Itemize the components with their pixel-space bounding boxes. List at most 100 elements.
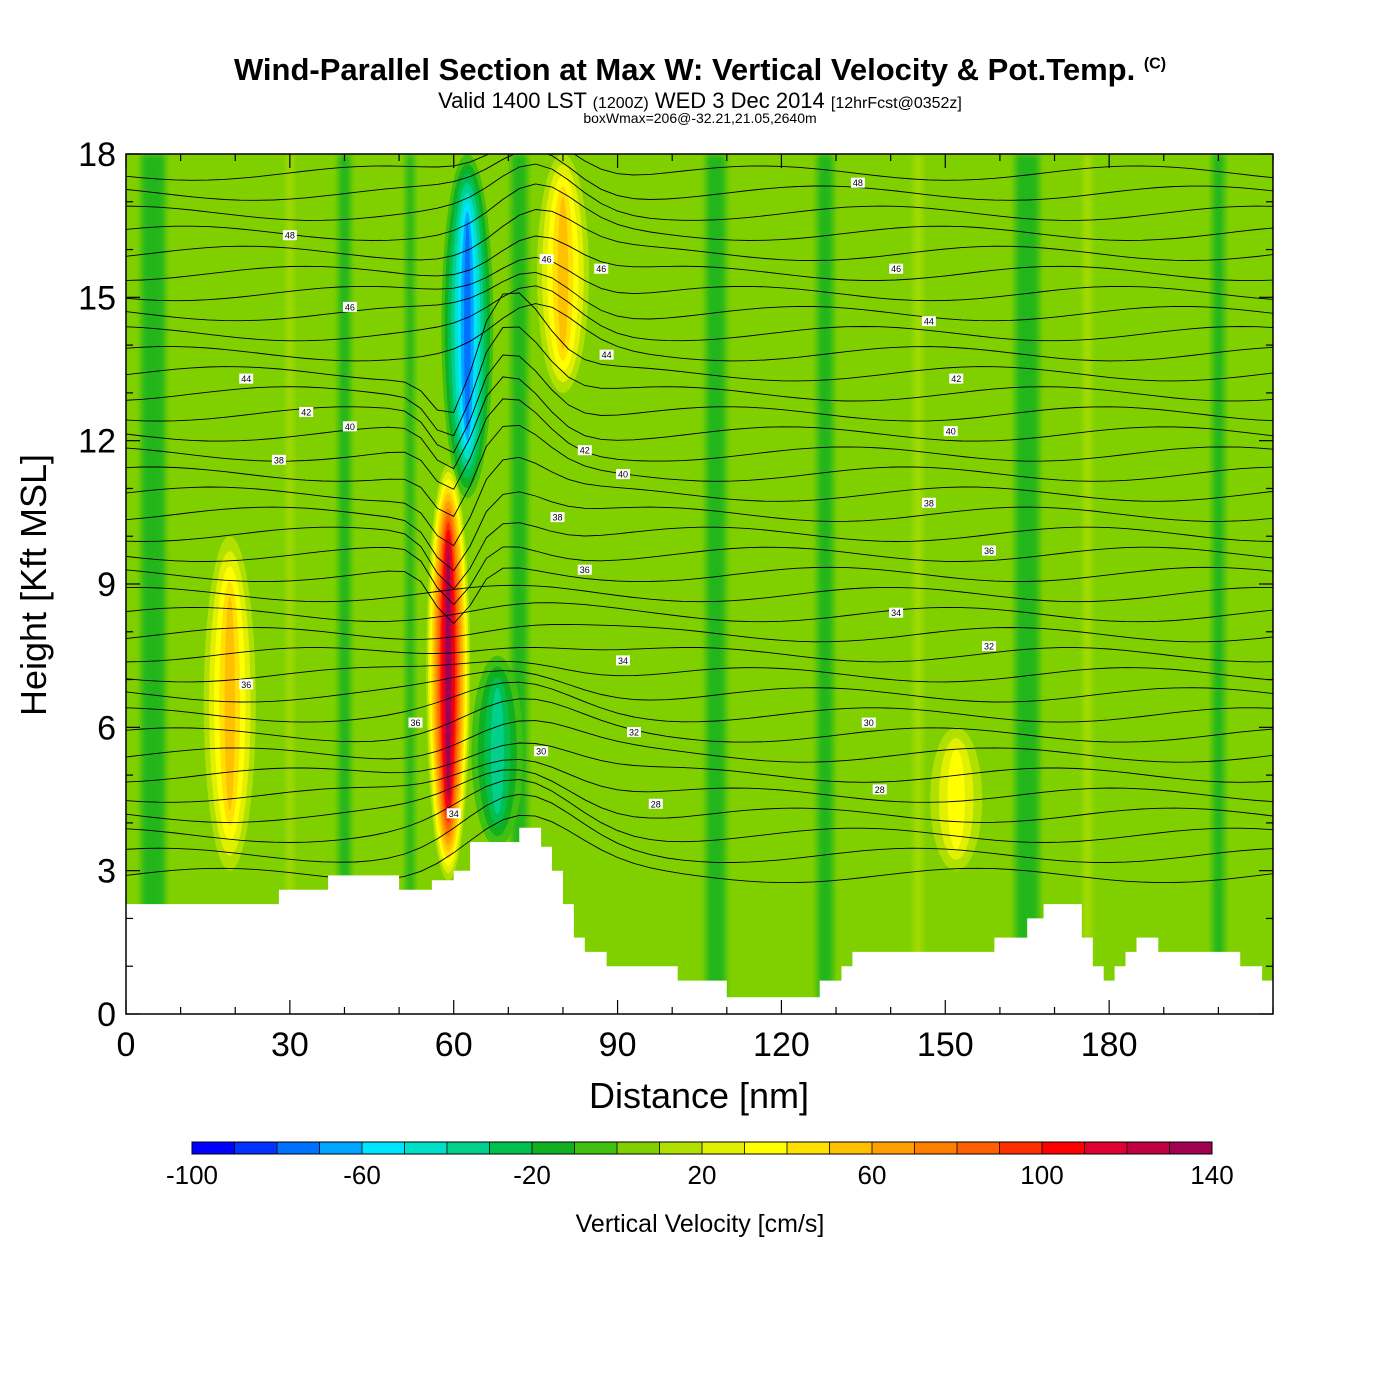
colorbar-swatch: [999, 1142, 1043, 1154]
colorbar-swatch: [1042, 1142, 1085, 1154]
theta-label-box: [534, 746, 549, 757]
colorbar-swatch: [787, 1142, 830, 1154]
theta-contour-line: [126, 456, 1273, 547]
theta-contour-line: [126, 491, 1273, 572]
feature-right-weak-updraft-level: [947, 748, 965, 850]
valid-date: WED 3 Dec 2014: [654, 88, 825, 113]
chart-subtitle: Valid 1400 LST (1200Z) WED 3 Dec 2014 [1…: [0, 88, 1400, 114]
theta-label-text: 40: [618, 470, 628, 480]
theta-label-box: [239, 373, 254, 384]
field-stripe: [1015, 154, 1040, 1014]
feature-lee-downdraft-level: [490, 687, 504, 815]
theta-label-text: 32: [629, 728, 639, 738]
theta-label-box: [239, 679, 254, 690]
theta-label: 34: [889, 607, 904, 618]
theta-contour-line: [126, 326, 1273, 437]
x-tick-label: 150: [917, 1026, 974, 1064]
box-wmax-info: boxWmax=206@-32.21,21.05,2640m: [583, 110, 817, 126]
theta-label: 46: [539, 254, 554, 265]
theta-label-text: 40: [946, 427, 956, 437]
theta-contour-line: [126, 522, 1273, 590]
theta-label-text: 46: [596, 264, 606, 274]
theta-label: 32: [627, 727, 641, 738]
theta-label-box: [599, 349, 614, 360]
theta-label: 34: [616, 655, 630, 666]
theta-label: 36: [982, 545, 996, 556]
theta-contour-line: [126, 769, 1273, 823]
colorbar-tick-label: 60: [858, 1160, 887, 1190]
x-tick-label: 30: [271, 1026, 309, 1064]
theta-label-text: 36: [984, 546, 994, 556]
theta-label-text: 46: [345, 302, 355, 312]
theta-label: 36: [239, 679, 254, 690]
theta-contour-line: [126, 292, 1273, 413]
theta-label-box: [889, 263, 904, 274]
theta-contour-line: [126, 154, 1273, 201]
colorbar-swatch: [362, 1142, 405, 1154]
field-stripe: [817, 154, 834, 1014]
colorbar-swatch: [617, 1142, 660, 1154]
theta-label-box: [550, 512, 565, 523]
theta-label-box: [577, 564, 592, 575]
feature-left-updraft-column-level: [224, 596, 235, 811]
valid-time-lst: Valid 1400 LST: [438, 88, 587, 113]
field-stripe: [705, 154, 726, 1014]
colorbar-swatch: [1127, 1142, 1170, 1154]
theta-contour-line: [126, 758, 1273, 803]
theta-label-text: 48: [285, 231, 295, 241]
theta-label: 36: [577, 564, 592, 575]
x-axis-label: Distance [nm]: [589, 1075, 809, 1116]
theta-label-text: 38: [274, 455, 284, 465]
x-tick-label: 0: [117, 1026, 136, 1064]
theta-contour-line: [126, 602, 1273, 623]
theta-label-text: 28: [875, 785, 885, 795]
colorbar-swatch: [1084, 1142, 1128, 1154]
theta-label-text: 30: [864, 718, 874, 728]
theta-label-text: 48: [853, 178, 863, 188]
field-stripe: [913, 154, 922, 1014]
x-tick-label: 120: [753, 1026, 810, 1064]
colorbar-swatch: [277, 1142, 320, 1154]
theta-contour-line: [126, 398, 1273, 490]
theta-label-box: [616, 655, 630, 666]
theta-label-box: [889, 607, 904, 618]
field-stripe: [406, 154, 415, 1014]
colorbar-tick-label: 140: [1190, 1160, 1233, 1190]
theta-label-box: [982, 545, 996, 556]
forecast-info: [12hrFcst@0352z]: [830, 95, 962, 112]
colorbar-label: Vertical Velocity [cm/s]: [575, 1210, 825, 1238]
y-tick-label: 9: [97, 566, 116, 604]
valid-time-utc: (1200Z): [592, 95, 649, 112]
theta-contour-line: [126, 424, 1273, 517]
theta-label-text: 34: [618, 656, 628, 666]
theta-contour-line: [126, 814, 1273, 884]
colorbar-swatch: [404, 1142, 448, 1154]
colorbar-swatch: [957, 1142, 1000, 1154]
theta-label: 28: [648, 798, 663, 809]
theta-contour-line: [126, 235, 1273, 282]
theta-label-text: 46: [891, 264, 901, 274]
theta-label: 44: [921, 316, 936, 327]
colorbar-swatch: [532, 1142, 575, 1154]
theta-contour-line: [126, 670, 1273, 703]
field-stripe: [141, 154, 166, 1014]
theta-label-box: [282, 230, 297, 241]
theta-contour-line: [126, 256, 1273, 302]
theta-contour-line: [126, 646, 1273, 663]
theta-contour-line: [126, 779, 1273, 843]
theta-label-text: 42: [301, 408, 311, 418]
field-stripe: [1212, 154, 1225, 1014]
theta-label-box: [921, 316, 936, 327]
theta-label-text: 42: [951, 374, 961, 384]
theta-contour-line: [126, 303, 1273, 362]
theta-label-box: [342, 301, 357, 312]
feature-downdraft-core-level: [464, 221, 471, 431]
theta-label: 36: [408, 717, 423, 728]
theta-label-text: 44: [241, 374, 251, 384]
theta-label: 32: [982, 641, 996, 652]
colorbar-swatch: [872, 1142, 915, 1154]
colorbar-swatch: [1169, 1142, 1213, 1154]
colorbar-swatch: [659, 1142, 703, 1154]
colorbar-frame: [191, 1141, 1213, 1155]
